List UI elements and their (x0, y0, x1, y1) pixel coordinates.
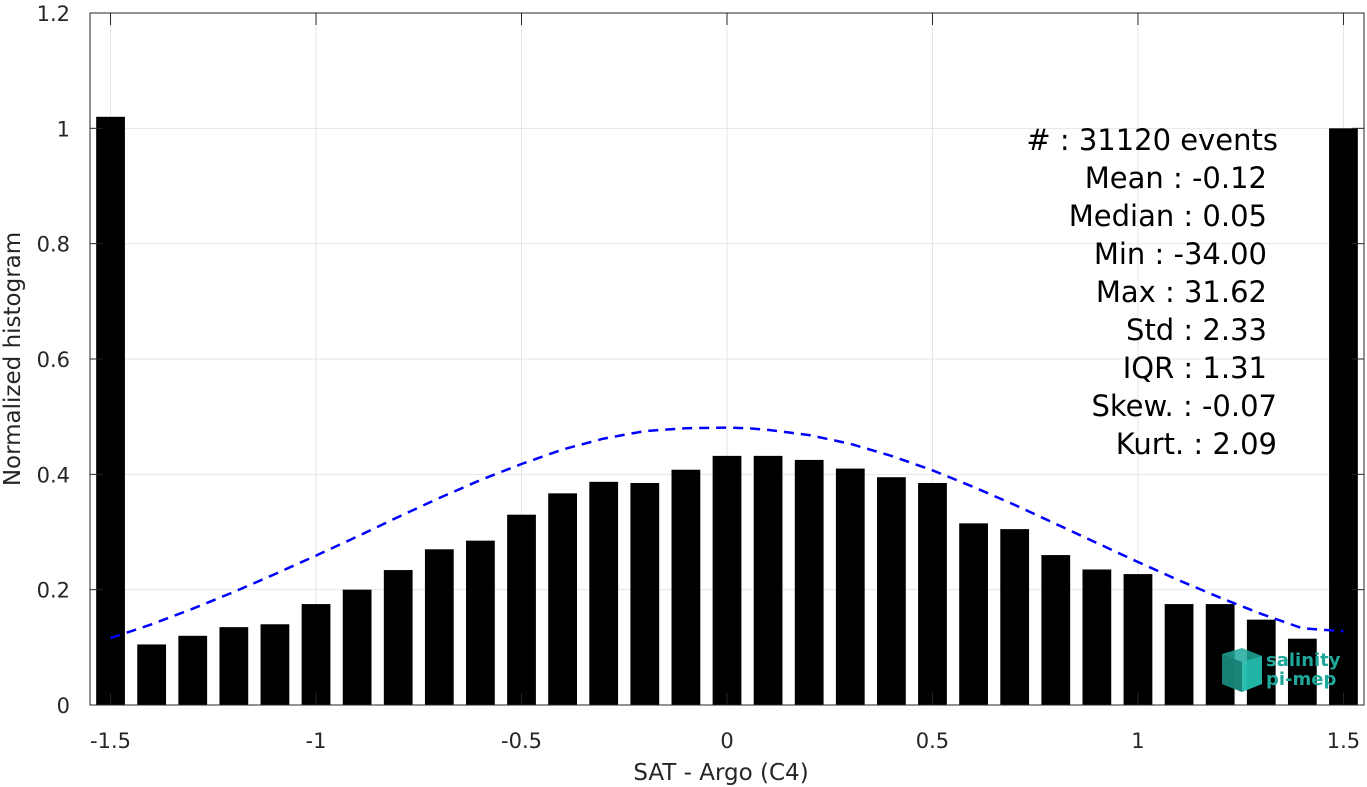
cube-icon (1222, 648, 1262, 692)
stat-line: Min : -34.00 (1094, 237, 1267, 271)
histogram-bar (835, 468, 865, 705)
y-tick-label: 0.2 (37, 579, 70, 603)
logo-text-line2: pi-mep (1266, 669, 1336, 690)
histogram-bar (877, 477, 906, 705)
histogram-bar (260, 624, 290, 705)
histogram-bar (630, 482, 660, 705)
y-axis-label: Normalized histogram (0, 232, 26, 486)
histogram-bar (671, 469, 701, 705)
y-tick-label: 0.6 (37, 348, 70, 372)
histogram-bar (219, 627, 249, 705)
salinity-pi-mep-logo: salinity pi-mep (1222, 648, 1341, 692)
stat-line: Median : 0.05 (1069, 199, 1267, 233)
x-tick-label: -1.5 (90, 729, 131, 753)
histogram-bar (178, 635, 208, 705)
histogram-bar (466, 540, 495, 705)
x-tick-label: 1.5 (1327, 729, 1360, 753)
histogram-bar (342, 589, 372, 705)
histogram-bar (383, 570, 413, 705)
histogram-bar (1123, 574, 1153, 705)
histogram-bar (753, 455, 783, 705)
stat-line: Max : 31.62 (1096, 275, 1267, 309)
x-axis-label: SAT - Argo (C4) (633, 760, 808, 786)
stat-line: # : 31120 events (1026, 123, 1278, 157)
x-tick-labels: -1.5 -1 -0.5 0 0.5 1 1.5 (90, 729, 1360, 753)
histogram-bar (1329, 128, 1358, 706)
histogram-bar (1041, 555, 1071, 705)
x-tick-label: -0.5 (501, 729, 542, 753)
histogram-bar (959, 523, 988, 705)
y-tick-label: 1.2 (37, 2, 70, 26)
normal-fit-curve (110, 426, 1344, 640)
logo-text-line1: salinity (1266, 650, 1341, 671)
histogram-bar (589, 481, 619, 705)
stat-line: Skew. : -0.07 (1091, 389, 1277, 423)
stat-line: IQR : 1.31 (1123, 351, 1267, 385)
bar-series (96, 116, 1358, 706)
stat-line: Std : 2.33 (1126, 313, 1267, 347)
histogram-bar (301, 604, 331, 705)
histogram-bar (1287, 638, 1317, 705)
histogram-bar (1164, 604, 1194, 705)
histogram-bar (507, 514, 536, 705)
statistics-box: # : 31120 events Mean : -0.12 Median : 0.0… (1026, 123, 1278, 461)
histogram-bar (424, 549, 454, 705)
histogram-bar (1000, 529, 1030, 705)
y-tick-label: 1 (57, 117, 70, 141)
stat-line: Mean : -0.12 (1085, 161, 1267, 195)
y-tick-label: 0.4 (37, 463, 70, 487)
y-tick-label: 0.8 (37, 233, 70, 257)
histogram-bar (137, 644, 167, 705)
histogram-bar (548, 493, 577, 705)
x-tick-label: -1 (306, 729, 327, 753)
x-tick-label: 0 (720, 729, 733, 753)
x-tick-label: 0.5 (916, 729, 949, 753)
y-tick-labels: 0 0.2 0.4 0.6 0.8 1 1.2 (37, 2, 70, 718)
histogram-bar (712, 455, 742, 705)
stat-line: Kurt. : 2.09 (1116, 427, 1277, 461)
x-tick-label: 1 (1131, 729, 1144, 753)
histogram-bar (794, 459, 824, 705)
y-tick-label: 0 (57, 694, 70, 718)
histogram-bar (918, 482, 947, 705)
histogram-bar (96, 116, 125, 706)
histogram-bar (1082, 569, 1112, 705)
axis-ticks (90, 12, 1364, 706)
